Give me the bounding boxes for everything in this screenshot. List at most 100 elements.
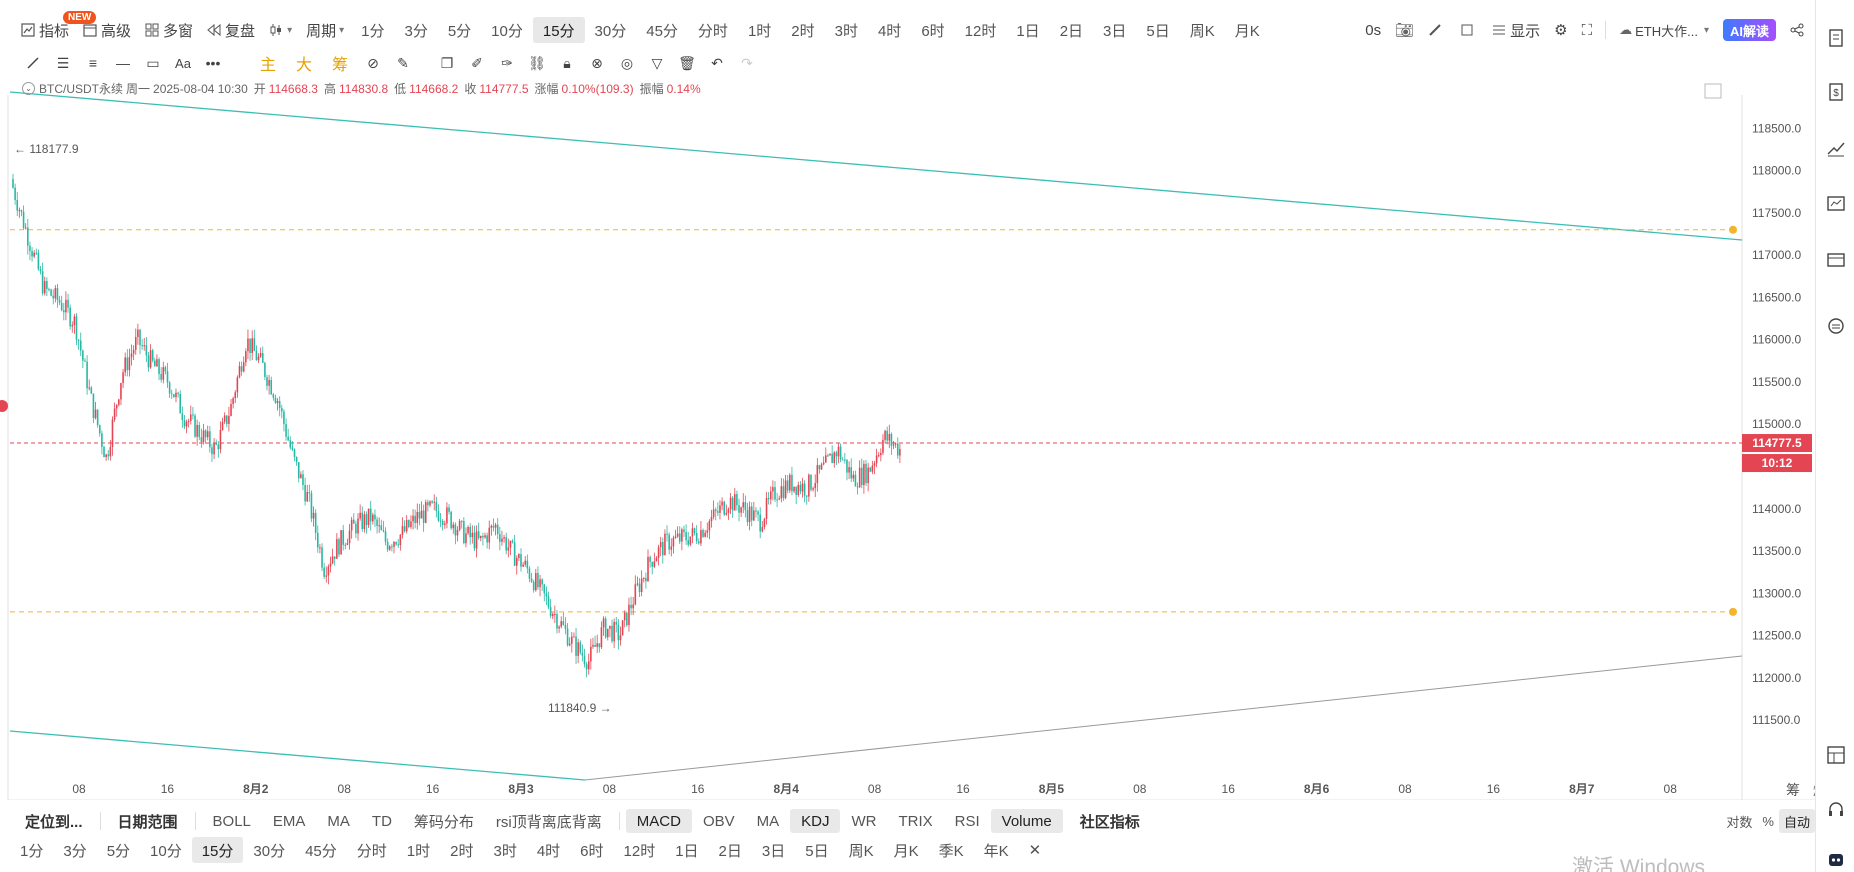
camera-button[interactable]: 📷︎ — [1388, 17, 1421, 43]
display-button[interactable]: 显示 — [1485, 17, 1547, 43]
trend-line-tool[interactable] — [18, 51, 48, 75]
period-tab[interactable]: 1时 — [747, 22, 772, 40]
period-tab[interactable]: 30分 — [594, 22, 627, 40]
period-tab[interactable]: 周K — [1189, 22, 1215, 40]
filter-tool[interactable]: ▽ — [642, 51, 672, 75]
chart-type-button[interactable]: ▾ — [262, 17, 299, 43]
scale-mode-button[interactable]: 自动 — [1778, 809, 1815, 833]
parallel-lines-tool[interactable]: ☰ — [48, 51, 78, 75]
horizontal-line-tool[interactable]: — — [108, 51, 138, 75]
headset-icon[interactable] — [1826, 800, 1846, 820]
advanced-button[interactable]: 高级 — [76, 17, 138, 43]
main-indicator[interactable]: BOLL — [212, 812, 251, 830]
magnet-tool[interactable]: ⊘ — [358, 51, 388, 75]
bottom-period-tab[interactable]: 年K — [983, 842, 1009, 860]
bottom-period-tab[interactable]: 30分 — [253, 842, 286, 860]
bottom-period-tab[interactable]: 10分 — [150, 842, 182, 860]
sub-indicator[interactable]: KDJ — [790, 809, 841, 833]
date-range-button[interactable]: 日期范围 — [117, 813, 178, 831]
period-tab[interactable]: 2时 — [791, 22, 815, 40]
bottom-period-tab[interactable]: 2时 — [450, 842, 474, 860]
main-indicator[interactable]: TD — [371, 812, 392, 830]
draw-button[interactable] — [1421, 17, 1453, 43]
document-icon[interactable] — [1826, 28, 1846, 48]
chip-tool[interactable]: 筹 — [331, 57, 348, 74]
symbol-select[interactable]: ☁ ETH大作... ▾ — [1612, 17, 1716, 43]
delete-tool[interactable]: 🗑︎ — [672, 51, 702, 75]
copy-tool[interactable]: ❐ — [432, 51, 462, 75]
period-tab[interactable]: 10分 — [491, 22, 523, 40]
brush-tool[interactable]: ✐ — [462, 51, 492, 75]
locate-button[interactable]: 定位到... — [25, 813, 83, 831]
layout-icon[interactable] — [1826, 745, 1846, 765]
bottom-period-tab[interactable]: 月K — [893, 842, 919, 860]
period-tab[interactable]: 1日 — [1016, 22, 1040, 40]
sub-indicator[interactable]: MACD — [625, 809, 692, 833]
bottom-period-tab[interactable]: 1日 — [675, 842, 699, 860]
period-tab[interactable]: 3日 — [1103, 22, 1127, 40]
bottom-period-tab[interactable]: 6时 — [580, 842, 604, 860]
calculator-icon[interactable] — [1826, 250, 1846, 270]
rectangle-tool[interactable]: ▭ — [138, 51, 168, 75]
bottom-period-tab[interactable]: 3分 — [63, 842, 87, 860]
period-tab[interactable]: 5分 — [447, 22, 472, 40]
main-indicator[interactable]: rsi顶背离底背离 — [495, 813, 602, 831]
scale-mode-button[interactable]: % — [1762, 813, 1774, 829]
dollar-doc-icon[interactable]: $ — [1826, 82, 1846, 102]
indicator-button[interactable]: 指标 — [14, 17, 76, 43]
exchange-icon[interactable] — [1826, 316, 1846, 336]
share-button[interactable] — [1783, 17, 1815, 43]
sub-indicator[interactable]: WR — [851, 812, 877, 830]
period-tab[interactable]: 3分 — [404, 22, 428, 40]
bottom-period-tab[interactable]: 分时 — [356, 842, 387, 860]
period-menu[interactable]: 周期 ▾ — [299, 17, 351, 43]
bottom-period-tab[interactable]: 1时 — [406, 842, 431, 860]
more-tools[interactable]: ••• — [198, 51, 228, 75]
visibility-tool[interactable]: ◎ — [612, 51, 642, 75]
sub-indicator[interactable]: RSI — [954, 812, 980, 830]
scale-mode-button[interactable]: 对数 — [1726, 814, 1753, 830]
bottom-period-tab[interactable]: 周K — [848, 842, 874, 860]
layout-button[interactable] — [1453, 17, 1485, 43]
redo-button[interactable]: ↷ — [732, 51, 762, 75]
period-tab[interactable]: 分时 — [697, 22, 728, 40]
bottom-period-tab[interactable]: 2日 — [718, 842, 742, 860]
main-indicator[interactable]: EMA — [272, 812, 306, 830]
ai-interpret-button[interactable]: AI解读 — [1722, 19, 1776, 41]
bottom-period-tab[interactable]: 12时 — [623, 842, 656, 860]
undo-button[interactable]: ↶ — [702, 51, 732, 75]
bottom-period-tab[interactable]: 3时 — [493, 842, 517, 860]
period-tab[interactable]: 3时 — [834, 22, 858, 40]
period-tab[interactable]: 4时 — [877, 22, 902, 40]
collapse-icon[interactable]: ⌄ — [22, 82, 35, 95]
hide-tool[interactable]: ⊗ — [582, 51, 612, 75]
bottom-period-tab[interactable]: 3日 — [761, 842, 786, 860]
big-order-tool[interactable]: 大 — [295, 57, 312, 74]
sub-indicator[interactable]: TRIX — [898, 812, 933, 830]
period-tab[interactable]: 12时 — [964, 22, 997, 40]
bottom-period-tab[interactable]: 5日 — [805, 842, 829, 860]
period-tab[interactable]: 月K — [1234, 22, 1260, 40]
close-icon[interactable]: ✕ — [1028, 842, 1042, 859]
bottom-period-tab[interactable]: 15分 — [191, 837, 244, 863]
fullscreen-button[interactable]: ⛶ — [1575, 17, 1600, 43]
sub-indicator[interactable]: OBV — [702, 812, 735, 830]
main-indicator[interactable]: 筹码分布 — [413, 813, 474, 831]
bottom-period-tab[interactable]: 5分 — [106, 842, 131, 860]
group-tool[interactable]: ⛓ — [522, 51, 552, 75]
bottom-period-tab[interactable]: 季K — [938, 842, 964, 860]
multi-window-button[interactable]: 多窗 — [138, 17, 200, 43]
fib-tool[interactable]: ≡ — [78, 51, 108, 75]
candlestick-chart[interactable]: 118500.0 118000.0 117500.0 117000.0 116500.0… — [0, 0, 1815, 800]
lock-tool[interactable]: 🔒︎ — [552, 51, 582, 75]
sub-indicator[interactable]: MA — [756, 812, 780, 830]
measure-tool[interactable]: ✎ — [388, 51, 418, 75]
bottom-period-tab[interactable]: 1分 — [20, 842, 44, 860]
bottom-period-tab[interactable]: 4时 — [536, 842, 561, 860]
community-indicators-button[interactable]: 社区指标 — [1079, 813, 1140, 831]
trend-up-icon[interactable] — [1826, 138, 1846, 158]
period-tab[interactable]: 5日 — [1146, 22, 1170, 40]
settings-button[interactable]: ⚙ — [1547, 17, 1574, 43]
replay-button[interactable]: 复盘 — [200, 17, 262, 43]
robot-icon[interactable] — [1826, 848, 1846, 868]
